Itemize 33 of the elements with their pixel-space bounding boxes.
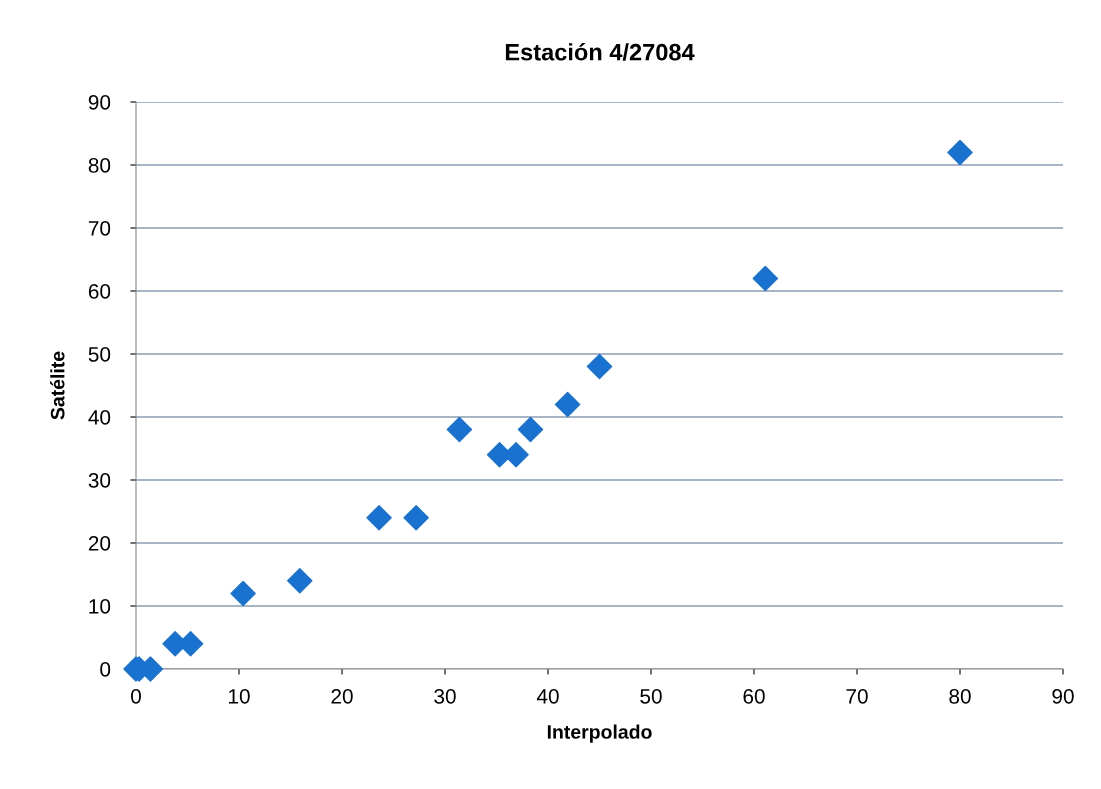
point (366, 505, 392, 531)
x-tick-label: 90 (1052, 688, 1074, 704)
point (287, 568, 313, 594)
y-tick-label: 10 (89, 599, 111, 614)
y-tick-label: 0 (100, 662, 111, 677)
x-tick-label: 0 (131, 688, 141, 704)
y-tick-label: 50 (88, 347, 111, 362)
x-tick-label: 60 (743, 688, 765, 704)
y-tick-label: 40 (88, 410, 111, 425)
point (947, 139, 973, 166)
point (586, 353, 613, 380)
y-tick-label: 90 (88, 95, 111, 110)
y-tick-label: 30 (88, 473, 111, 488)
point (230, 580, 256, 607)
x-tick-label: 70 (846, 688, 868, 704)
x-tick-label: 30 (434, 688, 456, 704)
y-tick-label: 70 (88, 221, 111, 236)
y-tick-label: 20 (88, 536, 111, 551)
x-tick-label: 20 (331, 688, 353, 704)
point (517, 416, 544, 443)
y-axis-title: Satélite (50, 351, 65, 420)
chart-title: Estación 4/27084 (505, 43, 695, 61)
x-tick-label: 80 (949, 688, 971, 704)
point (446, 416, 473, 443)
x-tick-label: 40 (536, 688, 559, 704)
x-tick-label: 50 (640, 688, 662, 704)
y-tick-label: 80 (88, 158, 111, 173)
x-axis-title: Interpolado (547, 724, 652, 743)
y-tick-label: 60 (88, 284, 111, 299)
x-tick-label: 10 (229, 688, 250, 704)
point (403, 505, 429, 531)
point (752, 265, 779, 292)
point (554, 391, 581, 418)
